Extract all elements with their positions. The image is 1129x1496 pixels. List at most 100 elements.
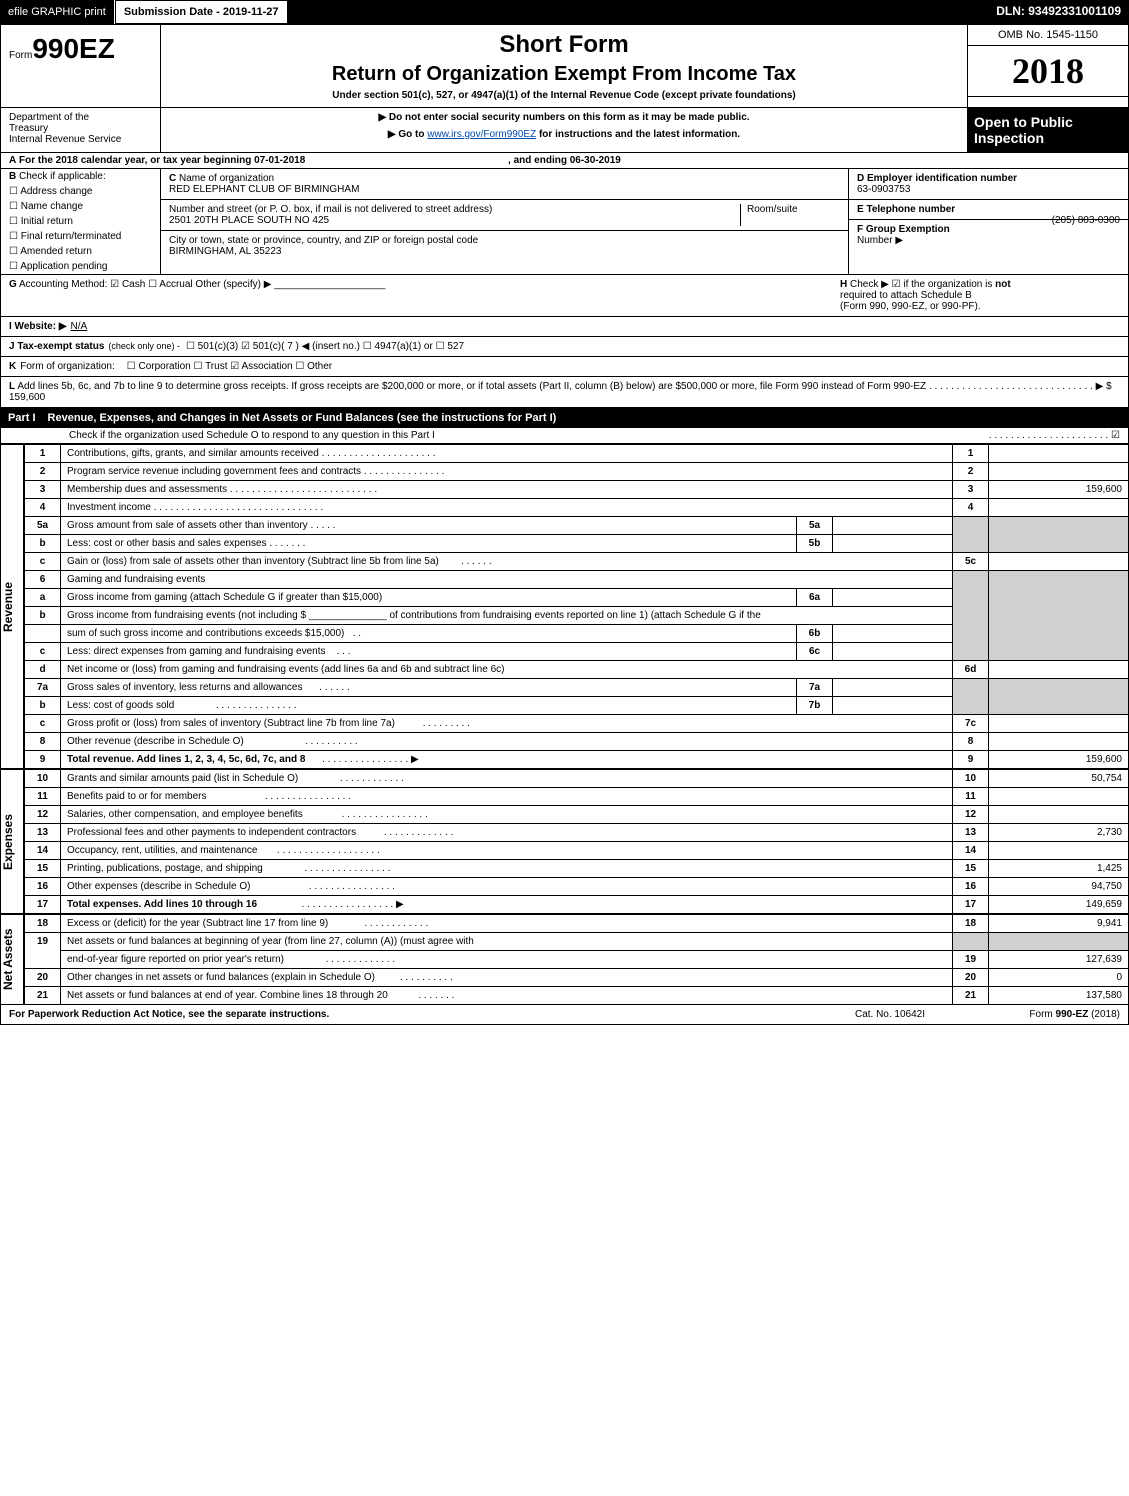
check-final-return-label: Final return/terminated <box>21 231 122 242</box>
expenses-side-label: Expenses <box>0 769 24 914</box>
line-7b-mid: 7b <box>797 697 833 715</box>
gh-row: G Accounting Method: ☑ Cash ☐ Accrual Ot… <box>0 275 1129 317</box>
check-final-return[interactable]: ☐ Final return/terminated <box>1 229 160 244</box>
line-6b-post: of contributions from fundraising events… <box>389 610 760 621</box>
expenses-table: 10Grants and similar amounts paid (list … <box>24 769 1129 914</box>
part1-label: Part I <box>8 412 36 424</box>
dept-line1: Department of the <box>9 112 152 123</box>
line-5c: cGain or (loss) from sale of assets othe… <box>25 553 1129 571</box>
line-19-1: 19Net assets or fund balances at beginni… <box>25 933 1129 951</box>
address-row: Number and street (or P. O. box, if mail… <box>161 200 848 231</box>
part1-title: Revenue, Expenses, and Changes in Net As… <box>48 412 557 424</box>
expenses-body: Expenses 10Grants and similar amounts pa… <box>0 769 1129 914</box>
line-1-desc: Contributions, gifts, grants, and simila… <box>67 448 319 459</box>
line-10-desc: Grants and similar amounts paid (list in… <box>67 773 298 784</box>
line-9-desc: Total revenue. Add lines 1, 2, 3, 4, 5c,… <box>67 754 305 765</box>
g-cash: Cash <box>122 279 145 290</box>
line-6d-desc: Net income or (loss) from gaming and fun… <box>67 664 504 675</box>
section-b: B Check if applicable: ☐ Address change … <box>1 169 161 274</box>
line-4-num: 4 <box>953 499 989 517</box>
line-9-val: 159,600 <box>989 751 1129 769</box>
line-a-ending: , and ending 06-30-2019 <box>508 155 621 166</box>
website-value: N/A <box>71 321 88 332</box>
check-amended-return[interactable]: ☐ Amended return <box>1 244 160 259</box>
check-address-change[interactable]: ☐ Address change <box>1 184 160 199</box>
check-initial-return[interactable]: ☐ Initial return <box>1 214 160 229</box>
section-l: L Add lines 5b, 6c, and 7b to line 9 to … <box>0 377 1129 408</box>
header-right-block: OMB No. 1545-1150 2018 <box>968 25 1128 107</box>
inspection-line2: Inspection <box>974 130 1122 146</box>
l-label: L <box>9 381 15 392</box>
part1-header: Part I Revenue, Expenses, and Changes in… <box>0 408 1129 428</box>
efile-print-button[interactable]: efile GRAPHIC print <box>0 0 115 24</box>
check-application-pending-label: Application pending <box>20 261 107 272</box>
line-15-desc: Printing, publications, postage, and shi… <box>67 863 263 874</box>
city-label: City or town, state or province, country… <box>169 235 478 246</box>
line-18: 18Excess or (deficit) for the year (Subt… <box>25 915 1129 933</box>
submission-date-button[interactable]: Submission Date - 2019-11-27 <box>115 0 288 24</box>
notice2-post: for instructions and the latest informat… <box>536 129 740 140</box>
line-4-val <box>989 499 1129 517</box>
section-h: H Check ▶ ☑ if the organization is not r… <box>840 279 1120 312</box>
line-5c-val <box>989 553 1129 571</box>
netassets-body: Net Assets 18Excess or (deficit) for the… <box>0 914 1129 1005</box>
g-other: Other (specify) ▶ <box>195 279 271 290</box>
line-5a-mid: 5a <box>797 517 833 535</box>
line-11-desc: Benefits paid to or for members <box>67 791 207 802</box>
line-17-desc: Total expenses. Add lines 10 through 16 <box>67 899 257 910</box>
line-18-num: 18 <box>953 915 989 933</box>
h-text1: Check ▶ <box>850 279 889 290</box>
dln-label: DLN: 93492331001109 <box>988 0 1129 24</box>
line-a: A For the 2018 calendar year, or tax yea… <box>0 153 1129 169</box>
line-20-desc: Other changes in net assets or fund bala… <box>67 972 375 983</box>
line-2-desc: Program service revenue including govern… <box>67 466 361 477</box>
line-8: 8Other revenue (describe in Schedule O) … <box>25 733 1129 751</box>
section-j: J Tax-exempt status (check only one) - ☐… <box>0 337 1129 357</box>
line-20-num: 20 <box>953 969 989 987</box>
line-5c-num: 5c <box>953 553 989 571</box>
page-footer: For Paperwork Reduction Act Notice, see … <box>0 1005 1129 1025</box>
section-i: I Website: ▶ N/A <box>0 317 1129 337</box>
line-14: 14Occupancy, rent, utilities, and mainte… <box>25 842 1129 860</box>
irs-link[interactable]: www.irs.gov/Form990EZ <box>427 129 536 140</box>
section-e: E Telephone number (205) 803-0300 <box>849 200 1128 220</box>
line-9: 9Total revenue. Add lines 1, 2, 3, 4, 5c… <box>25 751 1129 769</box>
form-header: Form990EZ Short Form Return of Organizat… <box>0 24 1129 108</box>
line-7a-desc: Gross sales of inventory, less returns a… <box>67 682 302 693</box>
part1-title-text: Revenue, Expenses, and Changes in Net As… <box>48 412 557 424</box>
line-15-num: 15 <box>953 860 989 878</box>
f-label: F Group Exemption <box>857 224 950 235</box>
line-7c: cGross profit or (loss) from sales of in… <box>25 715 1129 733</box>
h-text4: (Form 990, 990-EZ, or 990-PF). <box>840 301 981 312</box>
entity-name-address: C Name of organization RED ELEPHANT CLUB… <box>161 169 848 274</box>
line-12-num: 12 <box>953 806 989 824</box>
line-14-num: 14 <box>953 842 989 860</box>
room-suite: Room/suite <box>740 204 840 226</box>
part1-sub-text: Check if the organization used Schedule … <box>69 430 435 441</box>
line-1-num: 1 <box>953 445 989 463</box>
ein-value: 63-0903753 <box>857 184 910 195</box>
line-19-desc2: end-of-year figure reported on prior yea… <box>67 954 284 965</box>
footer-right: Form 990-EZ (2018) <box>960 1009 1120 1020</box>
check-amended-return-label: Amended return <box>20 246 92 257</box>
line-5b-desc: Less: cost or other basis and sales expe… <box>67 538 267 549</box>
line-5a: 5aGross amount from sale of assets other… <box>25 517 1129 535</box>
check-application-pending[interactable]: ☐ Application pending <box>1 259 160 274</box>
l-arrow: ▶ <box>1096 381 1104 392</box>
dept-notices: ▶ Do not enter social security numbers o… <box>161 108 968 152</box>
line-1: 1 Contributions, gifts, grants, and simil… <box>25 445 1129 463</box>
phone-value: (205) 803-0300 <box>1052 215 1120 226</box>
g-accrual: Accrual <box>159 279 192 290</box>
section-c: C Name of organization RED ELEPHANT CLUB… <box>161 169 848 200</box>
line-3-desc: Membership dues and assessments <box>67 484 227 495</box>
city-value: BIRMINGHAM, AL 35223 <box>169 246 281 257</box>
e-label: E Telephone number <box>857 204 955 215</box>
line-20-val: 0 <box>989 969 1129 987</box>
h-text2: if the organization is <box>903 279 992 290</box>
line-11-num: 11 <box>953 788 989 806</box>
line-6d-num: 6d <box>953 661 989 679</box>
dept-line2: Treasury <box>9 123 152 134</box>
city-row: City or town, state or province, country… <box>161 231 848 261</box>
line-16-desc: Other expenses (describe in Schedule O) <box>67 881 250 892</box>
check-name-change[interactable]: ☐ Name change <box>1 199 160 214</box>
